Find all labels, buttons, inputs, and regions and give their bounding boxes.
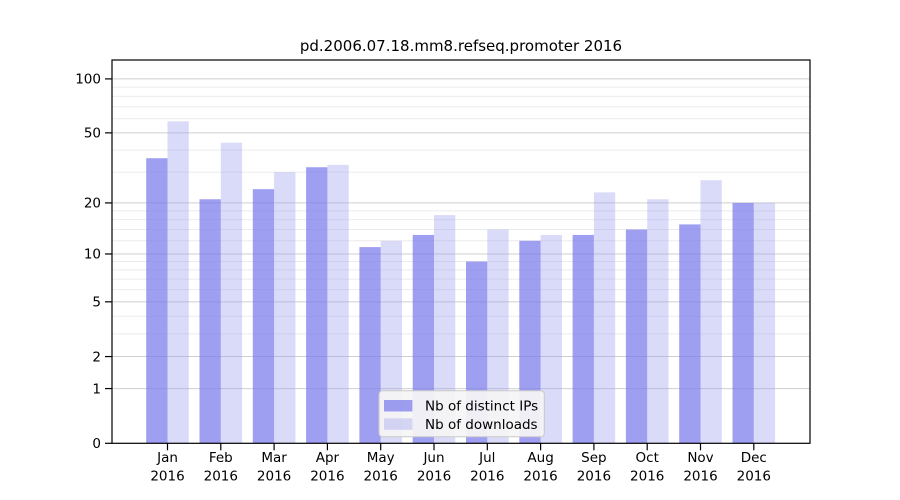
legend-label-distinct-ips: Nb of distinct IPs bbox=[425, 399, 538, 415]
legend-swatch-downloads bbox=[384, 418, 413, 430]
y-tick-label: 50 bbox=[84, 126, 101, 142]
legend-swatch-distinct-ips bbox=[384, 400, 413, 412]
y-tick-label: 1 bbox=[92, 381, 101, 397]
bar-distinct-ips-feb bbox=[199, 199, 221, 444]
bar-distinct-ips-jan bbox=[146, 158, 168, 444]
y-tick-label: 5 bbox=[92, 295, 101, 311]
x-tick-label: Oct 2016 bbox=[630, 450, 664, 485]
bar-downloads-dec bbox=[753, 202, 776, 444]
legend: Nb of distinct IPs Nb of downloads bbox=[378, 390, 545, 438]
chart-title: pd.2006.07.18.mm8.refseq.promoter 2016 bbox=[300, 37, 622, 55]
bar-downloads-aug bbox=[540, 234, 562, 444]
x-tick-label: Aug 2016 bbox=[523, 450, 557, 485]
bar-downloads-nov bbox=[700, 180, 722, 444]
bar-downloads-feb bbox=[220, 142, 243, 444]
x-tick-label: Feb 2016 bbox=[204, 450, 238, 485]
bar-distinct-ips-oct bbox=[625, 229, 648, 444]
bar-downloads-jul bbox=[487, 229, 509, 444]
bar-downloads-jan bbox=[167, 121, 189, 444]
y-tick-label: 0 bbox=[92, 436, 101, 452]
y-tick-label: 2 bbox=[92, 349, 101, 365]
legend-box bbox=[378, 390, 545, 438]
bar-distinct-ips-mar bbox=[252, 189, 275, 444]
y-tick-label: 10 bbox=[84, 247, 101, 263]
bar-distinct-ips-apr bbox=[306, 167, 328, 444]
x-tick-label: Sep 2016 bbox=[577, 450, 611, 485]
x-tick-label: Mar 2016 bbox=[257, 450, 291, 485]
x-tick-label: Nov 2016 bbox=[683, 450, 717, 485]
x-tick-label: Jul 2016 bbox=[470, 450, 504, 485]
plot-border bbox=[111, 59, 811, 444]
bar-downloads-mar bbox=[274, 172, 296, 444]
bar-downloads-oct bbox=[647, 199, 669, 444]
bar-distinct-ips-may bbox=[359, 247, 381, 444]
x-tick-label: Dec 2016 bbox=[737, 450, 771, 485]
x-tick-label: Apr 2016 bbox=[310, 450, 344, 485]
x-tick-label: Jan 2016 bbox=[150, 450, 184, 485]
y-tick-label: 100 bbox=[75, 72, 101, 88]
bar-distinct-ips-dec bbox=[732, 202, 754, 444]
legend-label-downloads: Nb of downloads bbox=[425, 417, 538, 433]
y-tick-label: 20 bbox=[84, 196, 101, 212]
bar-downloads-apr bbox=[327, 164, 349, 444]
bar-downloads-jun bbox=[434, 215, 456, 444]
x-tick-label: May 2016 bbox=[364, 450, 398, 485]
bar-distinct-ips-nov bbox=[679, 224, 701, 444]
bar-distinct-ips-sep bbox=[572, 234, 594, 444]
x-tick-label: Jun 2016 bbox=[417, 450, 451, 485]
bar-downloads-sep bbox=[593, 192, 616, 444]
